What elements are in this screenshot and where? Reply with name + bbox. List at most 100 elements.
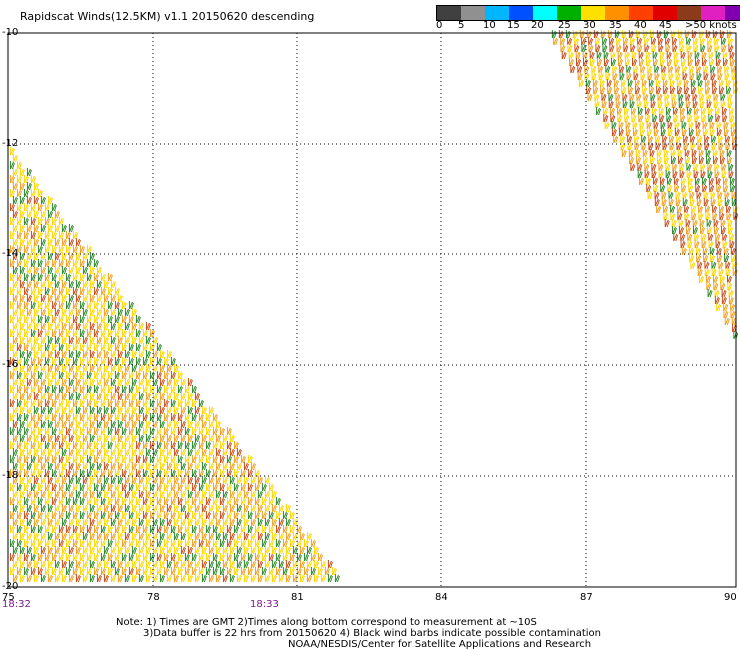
wind-barb [37, 539, 43, 548]
wind-barb [138, 350, 144, 359]
wind-barb [704, 268, 710, 277]
time-label-start: 18:32 [2, 599, 31, 610]
wind-barb [598, 65, 604, 74]
wind-barb [26, 448, 32, 457]
wind-barb [289, 539, 295, 548]
wind-barb [128, 343, 134, 352]
wind-barb [33, 462, 39, 471]
wind-barb [663, 205, 669, 214]
wind-barb [687, 51, 693, 60]
wind-barb [647, 65, 653, 74]
wind-barb [163, 469, 169, 478]
wind-barb [103, 392, 109, 401]
wind-barb [75, 546, 81, 555]
wind-barb [194, 392, 200, 401]
wind-barb [719, 86, 725, 95]
wind-barb [187, 406, 193, 415]
wind-barb [180, 490, 186, 499]
wind-barb [40, 266, 46, 275]
wind-barb [720, 226, 726, 235]
wind-barb [9, 315, 15, 324]
wind-barb [650, 156, 656, 165]
wind-barb [299, 560, 305, 569]
wind-barb [576, 58, 581, 67]
wind-barb [114, 357, 120, 366]
wind-barb [692, 156, 698, 165]
wind-barb [173, 574, 179, 583]
wind-barb [643, 156, 649, 165]
wind-barb [121, 455, 127, 464]
wind-barb [114, 539, 120, 548]
wind-barb [138, 406, 144, 415]
map-title: Rapidscat Winds(12.5KM) v1.1 20150620 de… [20, 10, 315, 23]
wind-barb [131, 378, 137, 387]
wind-barb [107, 553, 113, 562]
wind-barb [664, 93, 670, 102]
wind-barb [715, 233, 721, 242]
wind-barb [657, 93, 663, 102]
wind-barb [722, 107, 728, 116]
wind-barb [689, 254, 695, 263]
wind-barb [51, 469, 57, 478]
wind-barb [100, 427, 106, 436]
wind-barb [247, 469, 253, 478]
wind-barb [173, 364, 179, 373]
wind-barb [661, 191, 667, 200]
wind-barb [187, 392, 193, 401]
wind-barb [208, 546, 214, 555]
wind-barb [610, 114, 616, 123]
wind-barb [730, 184, 736, 193]
wind-barb [592, 79, 598, 88]
wind-barb [565, 30, 571, 39]
wind-barb [198, 413, 204, 422]
wind-barb [100, 567, 106, 576]
wind-barb [717, 65, 723, 74]
wind-barb [96, 476, 102, 485]
wind-barb [131, 336, 137, 345]
wind-barb [254, 539, 260, 548]
wind-barb [184, 483, 190, 492]
wind-barb [651, 170, 657, 179]
wind-barb [19, 182, 25, 191]
wind-barb [19, 294, 25, 303]
wind-barb [621, 86, 627, 95]
wind-barb [726, 212, 732, 221]
wind-barb [68, 280, 74, 289]
wind-barb [61, 238, 67, 247]
wind-barb [278, 560, 284, 569]
wind-barb [728, 170, 734, 179]
wind-barb [16, 273, 22, 282]
wind-barb [110, 532, 116, 541]
colorbar-swatch [485, 6, 509, 20]
wind-barb [278, 518, 284, 527]
wind-barb [240, 539, 246, 548]
wind-barb [229, 518, 235, 527]
wind-barb [271, 504, 277, 513]
wind-barb [215, 504, 221, 513]
wind-barb [61, 490, 67, 499]
wind-barb [588, 37, 594, 46]
wind-barb [26, 210, 32, 219]
wind-barb [58, 539, 64, 548]
wind-barb [201, 448, 207, 457]
wind-barb [9, 147, 15, 156]
wind-barb [128, 525, 134, 534]
wind-barb [131, 392, 137, 401]
wind-barb [653, 128, 659, 137]
wind-barb [208, 574, 214, 583]
wind-barb [61, 336, 67, 345]
wind-barb [103, 336, 109, 345]
wind-barb [264, 560, 270, 569]
wind-barb [194, 420, 200, 429]
wind-barb [30, 189, 36, 198]
wind-barb [692, 100, 698, 109]
wind-barb [72, 399, 78, 408]
wind-barb [173, 434, 179, 443]
wind-barb [611, 58, 616, 67]
wind-barb [96, 350, 102, 359]
wind-barb [121, 385, 127, 394]
wind-barb [47, 546, 53, 555]
wind-barb [219, 427, 225, 436]
wind-barb [711, 79, 717, 88]
wind-barb [51, 427, 57, 436]
